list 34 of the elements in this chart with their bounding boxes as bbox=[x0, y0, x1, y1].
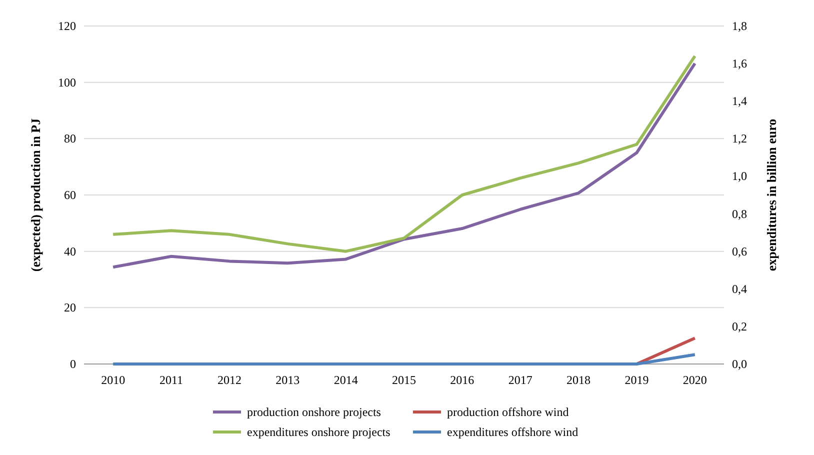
x-tick-label: 2017 bbox=[508, 373, 532, 387]
y-tick-label: 20 bbox=[64, 300, 76, 315]
y2-tick-label: 1,8 bbox=[732, 19, 747, 33]
y2-tick-label: 0,6 bbox=[732, 244, 747, 258]
y2-tick-label: 1,0 bbox=[732, 169, 747, 184]
y2-tick-label: 1,4 bbox=[732, 94, 747, 108]
legend-label: expenditures onshore projects bbox=[247, 425, 391, 439]
y2-axis-title: expenditures in billion euro bbox=[764, 118, 779, 272]
legend-label: production offshore wind bbox=[447, 405, 569, 419]
y2-tick-label: 0,8 bbox=[732, 206, 747, 221]
x-tick-label: 2011 bbox=[159, 373, 184, 387]
x-tick-label: 2012 bbox=[217, 373, 242, 387]
y2-tick-label: 0,2 bbox=[732, 319, 747, 334]
y-axis-title: (expected) production in PJ bbox=[28, 118, 43, 272]
y-tick-label: 100 bbox=[58, 75, 76, 90]
y-tick-label: 60 bbox=[64, 188, 76, 202]
y2-tick-label: 1,2 bbox=[732, 132, 747, 146]
legend-label: production onshore projects bbox=[247, 405, 382, 419]
legend-label: expenditures offshore wind bbox=[447, 425, 578, 439]
x-tick-label: 2015 bbox=[392, 373, 416, 387]
y-tick-label: 0 bbox=[70, 357, 76, 371]
x-tick-label: 2020 bbox=[682, 373, 707, 387]
y-tick-label: 40 bbox=[64, 244, 76, 258]
y2-tick-label: 0,0 bbox=[732, 357, 747, 371]
x-tick-label: 2016 bbox=[450, 373, 474, 387]
x-tick-label: 2019 bbox=[624, 373, 649, 387]
y2-tick-label: 1,6 bbox=[732, 56, 747, 71]
y-tick-label: 120 bbox=[58, 19, 76, 33]
y-tick-label: 80 bbox=[64, 132, 76, 146]
x-tick-label: 2018 bbox=[566, 373, 591, 387]
y2-tick-label: 0,4 bbox=[732, 282, 747, 296]
x-tick-label: 2013 bbox=[276, 373, 300, 387]
x-tick-label: 2014 bbox=[334, 373, 358, 387]
x-tick-label: 2010 bbox=[101, 373, 126, 387]
